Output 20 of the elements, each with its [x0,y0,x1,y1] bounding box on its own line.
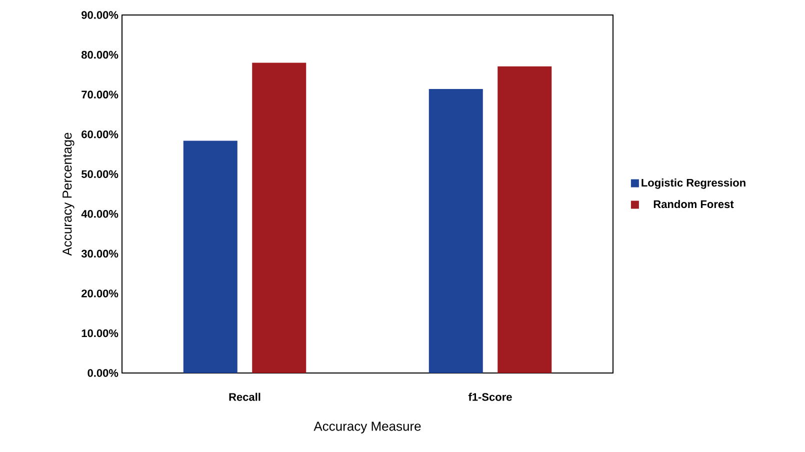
y-tick-label: 70.00% [82,90,118,98]
legend-label: Logistic Regression [642,178,746,189]
y-tick-label: 50.00% [82,170,118,178]
y-tick-label: 40.00% [81,210,118,218]
bar [498,66,552,373]
x-tick-label: Recall [229,392,260,401]
y-tick-label: 30.00% [81,250,118,258]
x-axis-title: Accuracy Measure [314,422,421,434]
y-axis-title: Accuracy Percentage [62,132,74,256]
y-tick-label: 90.00% [82,11,118,19]
y-tick-label: 20.00% [82,290,118,298]
y-tick-label: 0.00% [88,369,118,377]
legend-label: Random Forest [654,200,734,208]
y-tick-label: 10.00% [82,329,118,338]
y-tick-label: 80.00% [82,50,118,59]
bar [252,62,306,373]
bar [428,88,483,373]
x-tick-label: f1-Score [468,392,512,401]
bar [183,140,238,373]
y-tick-label: 60.00% [82,130,118,138]
